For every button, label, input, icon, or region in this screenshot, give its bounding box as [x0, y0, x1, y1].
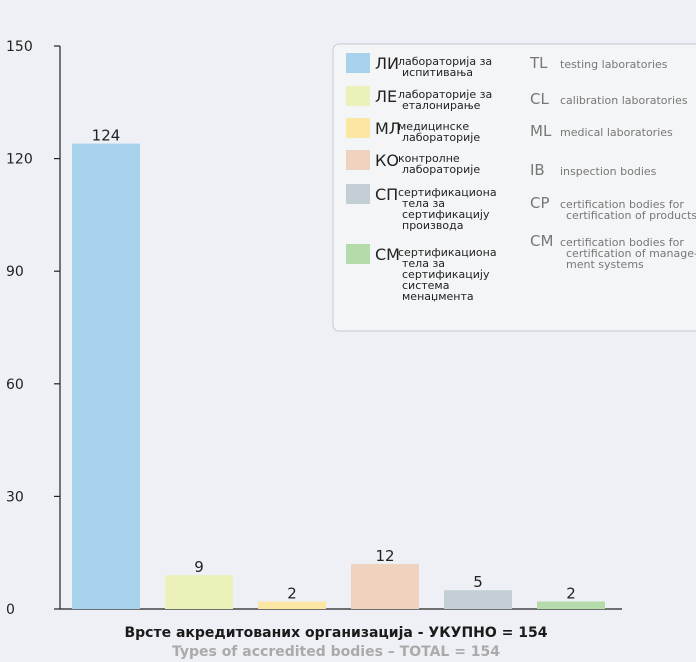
legend-label: производа: [402, 219, 463, 232]
legend-label: лабораторија за: [398, 55, 492, 68]
legend-swatch: [346, 184, 370, 204]
bar-value-label: 9: [194, 558, 204, 576]
legend-en-label: ment systems: [566, 258, 644, 271]
legend-en-code: ML: [530, 122, 552, 140]
bar: [537, 601, 605, 609]
legend-label: тела за: [402, 197, 445, 210]
y-tick-label: 0: [6, 602, 15, 618]
legend-en-code: CM: [530, 232, 553, 250]
y-tick-label: 150: [6, 39, 33, 55]
legend-label: сертификацију: [402, 268, 490, 281]
bar-value-label: 2: [566, 584, 576, 602]
legend-swatch: [346, 118, 370, 138]
legend-label: сертификацију: [402, 208, 490, 221]
y-tick-label: 90: [6, 264, 24, 280]
y-tick-label: 30: [6, 489, 24, 505]
legend-en-code: CL: [530, 90, 549, 108]
legend-en-label: testing laboratories: [560, 58, 668, 71]
legend-swatch: [346, 53, 370, 73]
legend-label: лабораторије: [402, 131, 480, 144]
legend-label: медицинске: [398, 120, 469, 133]
legend-code: СМ: [375, 245, 400, 264]
legend-label: лабораторије за: [398, 88, 492, 101]
bar-value-label: 124: [92, 127, 121, 145]
legend-en-label: certification bodies for: [560, 198, 684, 211]
bar-value-label: 2: [287, 584, 297, 602]
legend-swatch: [346, 86, 370, 106]
bars: 124 9 2 12 5 2: [72, 127, 605, 609]
legend-en-label: inspection bodies: [560, 165, 657, 178]
bar: [165, 575, 233, 609]
y-tick-label: 120: [6, 152, 33, 168]
legend-label: контролне: [398, 152, 460, 165]
legend-label: система: [402, 279, 449, 292]
bar: [72, 143, 140, 609]
legend-en-code: CP: [530, 194, 550, 212]
legend-en-label: calibration laboratories: [560, 94, 688, 107]
bar-value-label: 5: [473, 573, 483, 591]
legend-label: лабораторије: [402, 163, 480, 176]
legend-swatch: [346, 150, 370, 170]
y-tick-label: 60: [6, 377, 24, 393]
legend-code: МЛ: [375, 119, 401, 138]
legend-code: ЛЕ: [375, 87, 397, 106]
bar-value-label: 12: [375, 547, 394, 565]
axes: 0 30 60 90 120 150: [6, 39, 622, 618]
legend-label: испитивања: [402, 66, 473, 79]
legend-label: менаџмента: [402, 290, 474, 303]
bar: [444, 590, 512, 609]
legend-box: [332, 43, 696, 332]
legend-label: еталонирање: [402, 99, 481, 112]
legend-en-label: certification bodies for: [560, 236, 684, 249]
legend-label: сертификациона: [398, 186, 497, 199]
legend-code: СП: [375, 185, 398, 204]
legend-label: сертификациона: [398, 246, 497, 259]
chart-title: Врсте акредитованих организација - УКУПН…: [124, 625, 547, 641]
legend-en-label: certification of products: [566, 209, 696, 222]
bar: [258, 601, 326, 609]
legend-label: тела за: [402, 257, 445, 270]
legend-en-code: TL: [529, 54, 548, 72]
legend-en-label: certification of manage-: [566, 247, 696, 260]
legend-swatch: [346, 244, 370, 264]
legend-code: ЛИ: [375, 54, 399, 73]
legend-code: КО: [375, 151, 399, 170]
legend-en-code: IB: [530, 161, 545, 179]
chart-subtitle: Types of accredited bodies – TOTAL = 154: [172, 644, 500, 660]
bar: [351, 563, 419, 609]
legend-en-label: medical laboratories: [560, 126, 673, 139]
